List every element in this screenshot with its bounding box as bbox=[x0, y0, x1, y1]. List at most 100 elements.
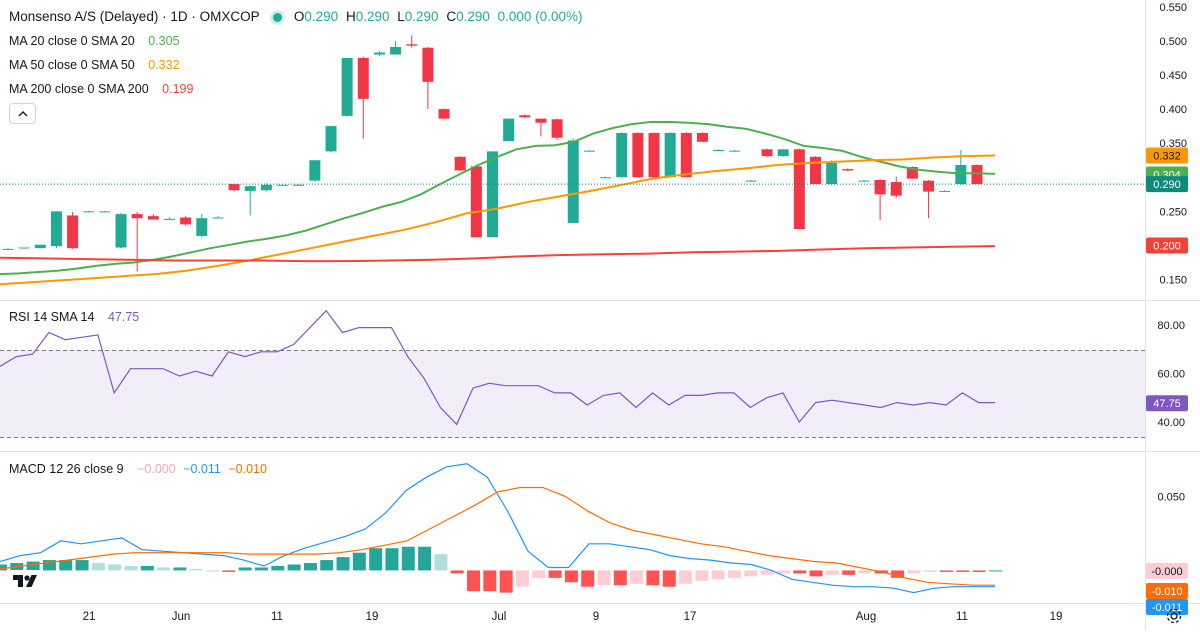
candle-body[interactable] bbox=[745, 180, 757, 182]
price-pane[interactable] bbox=[0, 35, 1145, 286]
candle-body[interactable] bbox=[131, 214, 143, 219]
collapse-legend-button[interactable] bbox=[9, 103, 36, 124]
candle-body[interactable] bbox=[373, 52, 385, 55]
candle-body[interactable] bbox=[939, 190, 951, 192]
candle-body[interactable] bbox=[244, 186, 256, 191]
candle-body[interactable] bbox=[406, 44, 418, 46]
macd-histogram-bar[interactable] bbox=[923, 570, 937, 572]
candle-body[interactable] bbox=[196, 218, 208, 236]
macd-histogram-bar[interactable] bbox=[0, 564, 7, 571]
macd-histogram-bar[interactable] bbox=[108, 564, 122, 571]
macd-histogram-bar[interactable] bbox=[124, 565, 138, 571]
macd-histogram-bar[interactable] bbox=[222, 570, 236, 572]
candle-body[interactable] bbox=[147, 216, 159, 220]
macd-histogram-bar[interactable] bbox=[369, 548, 383, 571]
macd-histogram-bar[interactable] bbox=[956, 570, 970, 572]
candle-body[interactable] bbox=[923, 180, 935, 192]
macd-histogram-bar[interactable] bbox=[336, 557, 350, 571]
macd-histogram-bar[interactable] bbox=[695, 570, 709, 581]
candle-body[interactable] bbox=[826, 162, 838, 185]
ma50-line[interactable] bbox=[0, 154, 996, 286]
macd-histogram-bar[interactable] bbox=[972, 570, 986, 572]
ma200-line[interactable] bbox=[0, 245, 996, 263]
macd-histogram-bar[interactable] bbox=[989, 570, 1002, 572]
macd-histogram-bar[interactable] bbox=[532, 570, 546, 578]
macd-histogram-bar[interactable] bbox=[26, 561, 40, 571]
candle-body[interactable] bbox=[277, 184, 289, 186]
candle-body[interactable] bbox=[67, 215, 79, 249]
candle-body[interactable] bbox=[906, 167, 918, 179]
candle-body[interactable] bbox=[325, 126, 337, 152]
macd-line[interactable] bbox=[0, 463, 995, 594]
candle-body[interactable] bbox=[955, 165, 967, 185]
candle-body[interactable] bbox=[874, 180, 886, 195]
macd-histogram-bar[interactable] bbox=[825, 570, 839, 575]
macd-histogram-bar[interactable] bbox=[434, 554, 448, 571]
candle-body[interactable] bbox=[567, 140, 579, 223]
candle-body[interactable] bbox=[664, 132, 676, 178]
macd-histogram-bar[interactable] bbox=[809, 570, 823, 577]
macd-legend[interactable]: MACD 12 26 close 9 −0.000 −0.011 −0.010 bbox=[9, 462, 271, 476]
ma20-legend[interactable]: MA 20 close 0 SMA 20 0.305 bbox=[9, 34, 184, 48]
symbol-title[interactable]: Monsenso A/S (Delayed) · 1D · OMXCOP bbox=[9, 9, 260, 24]
candle-body[interactable] bbox=[309, 160, 321, 181]
macd-histogram-bar[interactable] bbox=[662, 570, 676, 587]
candle-body[interactable] bbox=[438, 109, 450, 119]
candle-body[interactable] bbox=[357, 57, 369, 99]
ma50-legend[interactable]: MA 50 close 0 SMA 50 0.332 bbox=[9, 58, 184, 72]
candle-body[interactable] bbox=[454, 156, 466, 171]
ma20-line[interactable] bbox=[0, 121, 996, 276]
macd-histogram-bar[interactable] bbox=[630, 570, 644, 584]
macd-histogram-bar[interactable] bbox=[59, 560, 73, 571]
macd-histogram-bar[interactable] bbox=[907, 570, 921, 574]
candle-body[interactable] bbox=[180, 217, 192, 225]
candle-body[interactable] bbox=[390, 47, 402, 55]
candle-body[interactable] bbox=[164, 218, 175, 220]
rsi-pane[interactable] bbox=[0, 309, 995, 426]
candle-body[interactable] bbox=[551, 119, 563, 138]
settings-button[interactable] bbox=[1164, 606, 1184, 631]
macd-histogram-bar[interactable] bbox=[320, 560, 334, 571]
macd-histogram-bar[interactable] bbox=[157, 567, 171, 571]
macd-histogram-bar[interactable] bbox=[760, 570, 774, 575]
rsi-legend[interactable]: RSI 14 SMA 14 47.75 bbox=[9, 310, 143, 324]
candle-body[interactable] bbox=[341, 57, 353, 116]
candle-body[interactable] bbox=[858, 180, 870, 182]
macd-histogram-bar[interactable] bbox=[744, 570, 758, 577]
candle-body[interactable] bbox=[648, 132, 660, 178]
candle-body[interactable] bbox=[18, 247, 30, 249]
macd-pane[interactable] bbox=[0, 463, 1002, 594]
candle-body[interactable] bbox=[696, 132, 708, 142]
macd-histogram-bar[interactable] bbox=[238, 567, 252, 571]
candle-body[interactable] bbox=[971, 165, 983, 185]
candle-body[interactable] bbox=[2, 248, 14, 250]
macd-histogram-bar[interactable] bbox=[450, 570, 464, 574]
macd-histogram-bar[interactable] bbox=[385, 548, 399, 571]
macd-histogram-bar[interactable] bbox=[401, 546, 415, 571]
candle-body[interactable] bbox=[680, 132, 692, 178]
macd-histogram-bar[interactable] bbox=[303, 563, 317, 571]
macd-histogram-bar[interactable] bbox=[467, 570, 481, 592]
candle-body[interactable] bbox=[83, 211, 95, 213]
macd-histogram-bar[interactable] bbox=[564, 570, 578, 583]
macd-histogram-bar[interactable] bbox=[728, 570, 742, 578]
macd-histogram-bar[interactable] bbox=[140, 565, 154, 571]
candle-body[interactable] bbox=[99, 211, 111, 213]
candle-body[interactable] bbox=[729, 150, 741, 152]
candle-body[interactable] bbox=[761, 149, 773, 157]
candle-body[interactable] bbox=[34, 244, 46, 249]
macd-histogram-bar[interactable] bbox=[206, 570, 220, 572]
macd-histogram-bar[interactable] bbox=[254, 567, 268, 571]
macd-histogram-bar[interactable] bbox=[189, 568, 203, 571]
macd-histogram-bar[interactable] bbox=[352, 552, 366, 571]
macd-histogram-bar[interactable] bbox=[91, 563, 105, 571]
ma200-legend[interactable]: MA 200 close 0 SMA 200 0.199 bbox=[9, 82, 197, 96]
macd-histogram-bar[interactable] bbox=[711, 570, 725, 580]
candle-body[interactable] bbox=[50, 211, 62, 247]
candle-body[interactable] bbox=[503, 118, 515, 142]
candle-body[interactable] bbox=[535, 118, 547, 123]
macd-histogram-bar[interactable] bbox=[483, 570, 497, 592]
candle-body[interactable] bbox=[600, 177, 612, 179]
macd-histogram-bar[interactable] bbox=[776, 570, 790, 574]
